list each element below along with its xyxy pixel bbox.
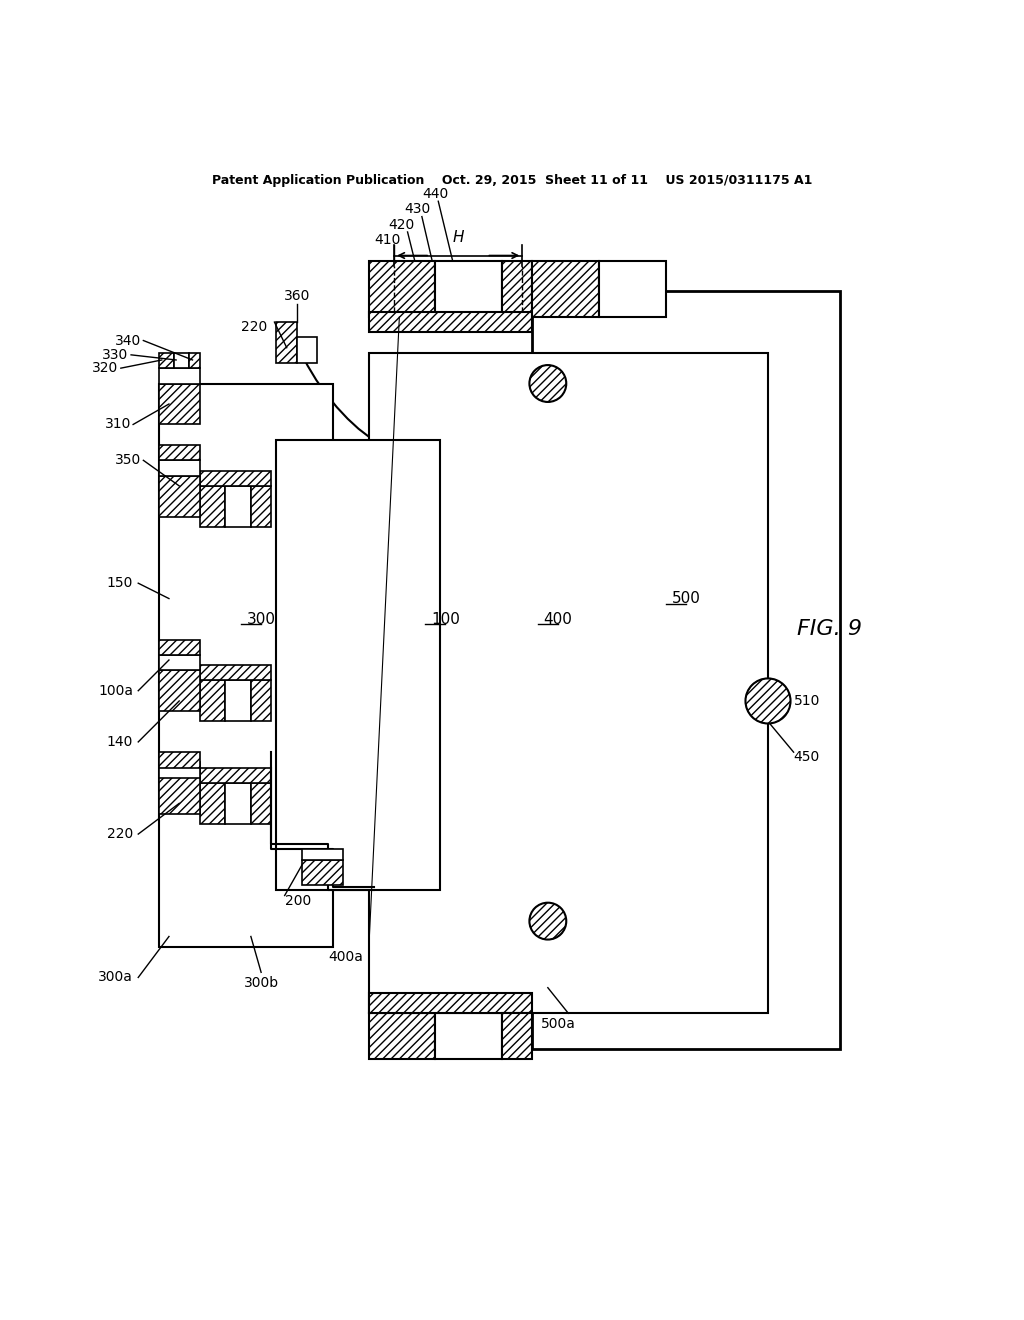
Text: 500a: 500a — [541, 1016, 575, 1031]
Text: 100a: 100a — [98, 684, 133, 698]
Bar — [369, 260, 435, 317]
Text: 400a: 400a — [329, 950, 364, 964]
Bar — [532, 292, 840, 1049]
Text: H: H — [453, 230, 465, 246]
Text: 330: 330 — [101, 348, 128, 362]
Bar — [159, 384, 200, 425]
Bar — [251, 783, 271, 824]
Bar — [532, 260, 599, 317]
Text: 300: 300 — [247, 611, 275, 627]
Text: 340: 340 — [115, 334, 141, 347]
Text: 500: 500 — [672, 591, 700, 606]
Bar — [159, 445, 200, 461]
Circle shape — [745, 678, 791, 723]
Bar — [302, 859, 343, 886]
Bar — [502, 1014, 532, 1060]
Text: 360: 360 — [284, 289, 310, 304]
Bar — [297, 338, 317, 363]
Bar — [159, 772, 200, 813]
Bar — [159, 671, 200, 711]
Bar — [159, 475, 200, 516]
Bar — [251, 486, 271, 527]
Bar — [189, 352, 200, 368]
Text: 150: 150 — [106, 577, 133, 590]
Text: 300a: 300a — [98, 970, 133, 985]
Bar — [435, 1014, 502, 1060]
Bar — [200, 470, 271, 486]
Bar — [159, 352, 174, 368]
Bar — [159, 763, 200, 777]
Bar — [251, 681, 271, 722]
Text: 300b: 300b — [244, 975, 279, 990]
Circle shape — [529, 366, 566, 403]
Bar — [225, 681, 251, 722]
Text: Patent Application Publication    Oct. 29, 2015  Sheet 11 of 11    US 2015/03111: Patent Application Publication Oct. 29, … — [212, 174, 812, 186]
Text: 350: 350 — [115, 453, 141, 467]
Text: 320: 320 — [91, 362, 118, 375]
Bar — [159, 639, 200, 655]
Text: 430: 430 — [404, 202, 431, 216]
Bar — [276, 440, 440, 891]
Bar — [159, 368, 200, 384]
Bar — [302, 850, 343, 859]
Text: FIG. 9: FIG. 9 — [797, 619, 862, 639]
Bar — [276, 322, 297, 363]
Text: 510: 510 — [794, 694, 820, 708]
Text: 220: 220 — [106, 828, 133, 841]
Text: 220: 220 — [241, 321, 267, 334]
Text: 450: 450 — [794, 750, 820, 764]
Bar — [200, 681, 225, 722]
Bar — [159, 752, 200, 767]
Text: 420: 420 — [388, 218, 415, 232]
Bar — [502, 260, 532, 317]
Bar — [369, 312, 532, 333]
Bar — [225, 783, 251, 824]
Text: 440: 440 — [422, 187, 449, 201]
Bar — [159, 655, 200, 671]
Text: 310: 310 — [104, 417, 131, 432]
Bar — [200, 767, 271, 783]
Bar — [435, 260, 502, 317]
Text: 140: 140 — [106, 735, 133, 748]
Bar — [159, 384, 333, 946]
Bar — [200, 783, 225, 824]
Bar — [369, 993, 532, 1014]
Circle shape — [529, 903, 566, 940]
Text: 400: 400 — [544, 611, 572, 627]
Bar — [225, 486, 251, 527]
Bar — [200, 486, 225, 527]
Bar — [159, 461, 200, 475]
Text: 410: 410 — [374, 234, 400, 247]
Text: 200: 200 — [285, 894, 311, 908]
Bar — [369, 1014, 435, 1060]
Bar — [200, 665, 271, 681]
Text: 100: 100 — [431, 611, 460, 627]
Bar — [599, 260, 666, 317]
Bar — [369, 352, 768, 1014]
Bar — [174, 352, 189, 368]
